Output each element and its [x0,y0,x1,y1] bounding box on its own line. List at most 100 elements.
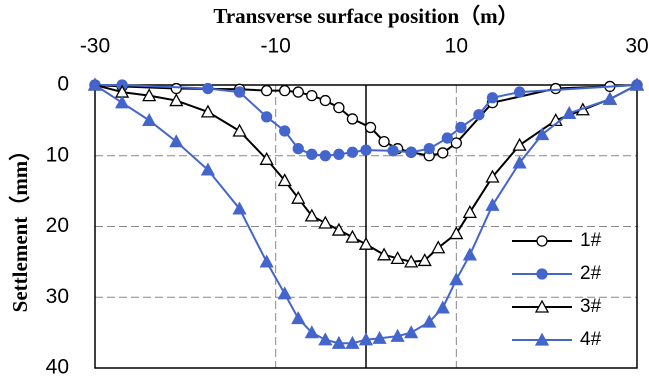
marker [462,247,477,261]
marker [142,113,157,127]
marker [331,222,346,236]
plot-frame [94,84,638,369]
marker [360,144,372,156]
marker [291,311,306,325]
y-tick-label: 10 [46,143,69,166]
marker [512,155,527,169]
marker [304,325,319,339]
marker [260,111,273,123]
marker [333,148,345,160]
marker [169,134,184,148]
y-tick-label: 40 [46,356,69,379]
legend-marker [534,332,550,346]
marker [449,226,464,240]
marker [260,85,273,97]
marker [259,254,274,268]
marker [346,146,359,158]
marker [202,82,214,95]
marker [441,132,453,144]
marker [306,148,318,160]
marker [304,208,319,222]
marker [306,89,318,102]
chart-title: Transverse surface position（m） [213,4,518,28]
marker [435,300,450,314]
marker [455,121,467,134]
marker [142,88,157,102]
marker [331,335,346,349]
x-tick-label: -10 [260,35,290,58]
marker [431,240,446,254]
marker [319,150,332,162]
marker [378,135,390,148]
marker [170,82,182,95]
marker [318,332,333,346]
y-tick-label: 0 [57,73,69,96]
marker [292,86,304,98]
marker [513,86,526,98]
marker [485,169,500,183]
marker [404,325,419,339]
marker [319,94,332,107]
marker [449,272,464,286]
marker [462,204,477,219]
marker [277,286,292,300]
marker [485,197,500,211]
marker [358,332,374,346]
marker [115,95,130,109]
marker [345,335,360,349]
marker [232,201,247,215]
x-tick-label: 30 [625,35,648,58]
marker [372,330,387,344]
marker [346,113,359,125]
marker [279,125,291,137]
marker [405,146,417,158]
marker [169,93,184,107]
marker [318,215,333,229]
legend-marker [536,235,548,247]
marker [232,123,247,137]
marker [602,91,617,105]
marker [292,143,304,155]
legend-label: 4# [580,329,602,350]
marker [376,247,392,261]
marker [87,77,103,91]
marker [423,143,435,155]
y-axis-label: Settlement（mm） [8,140,32,313]
marker [550,82,562,95]
y-tick-label: 20 [46,214,69,237]
series-line [94,84,638,157]
marker [629,77,645,91]
marker [333,101,345,114]
marker [277,173,292,187]
marker [437,147,449,159]
marker [417,253,432,267]
marker [535,127,550,141]
legend-label: 1# [580,230,602,251]
marker [390,328,405,342]
x-tick-label: -30 [80,35,110,58]
marker [473,109,485,121]
legend-label: 2# [580,263,602,284]
marker [233,86,246,98]
legend-marker [536,268,548,280]
legend-label: 3# [580,296,602,317]
marker [404,254,419,268]
marker [387,145,399,157]
marker [450,137,462,149]
marker [345,229,360,243]
marker [512,137,527,151]
x-tick-label: 10 [445,35,468,58]
y-tick-label: 30 [46,285,69,308]
marker [358,236,374,250]
marker [200,162,216,176]
marker [200,104,216,118]
marker [259,151,274,165]
marker [364,121,377,134]
marker [390,250,405,264]
legend-marker [534,299,550,313]
marker [291,190,306,204]
marker [422,314,437,328]
marker [486,92,499,104]
marker [562,105,577,119]
